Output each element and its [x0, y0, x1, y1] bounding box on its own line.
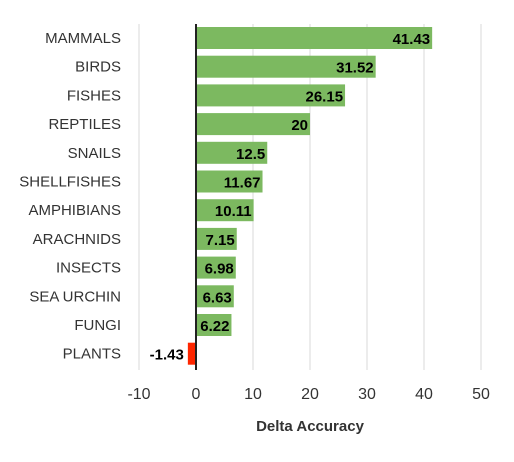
value-label: 31.52	[336, 60, 374, 77]
category-label: BIRDS	[75, 59, 121, 76]
value-label: 10.11	[215, 203, 252, 220]
bar	[196, 170, 263, 193]
category-label: ARACHNIDS	[33, 231, 121, 248]
category-label: FUNGI	[74, 317, 121, 334]
x-tick-label: 50	[472, 386, 490, 403]
value-label: 41.43	[393, 31, 431, 48]
category-labels: MAMMALS BIRDS FISHES REPTILES SNAILS SHELLFIS…	[19, 30, 121, 363]
category-label: SHELLFISHES	[19, 174, 121, 191]
value-label: 6.22	[200, 318, 229, 335]
x-axis-title: Delta Accuracy	[256, 418, 364, 435]
x-tick-labels: -10 0 10 20 30 40 50	[127, 386, 490, 403]
x-tick-label: 20	[301, 386, 319, 403]
value-label: 6.98	[205, 261, 234, 278]
value-labels: 41.43 31.52 26.15 20 12.5 11.67 10.11 7.15 6.98 6…	[150, 31, 431, 364]
category-label: SEA URCHIN	[29, 288, 121, 305]
value-label: 6.63	[203, 289, 232, 306]
value-label: 20	[291, 117, 308, 134]
x-tick-label: 40	[415, 386, 433, 403]
category-label: PLANTS	[63, 346, 121, 363]
bar	[196, 84, 346, 107]
bar	[187, 342, 196, 365]
value-label: 7.15	[206, 232, 235, 249]
value-label: -1.43	[150, 347, 184, 364]
value-label: 26.15	[306, 88, 344, 105]
value-label: 12.5	[236, 146, 265, 163]
category-label: SNAILS	[68, 145, 121, 162]
bar	[196, 227, 237, 250]
bar	[196, 141, 268, 164]
x-tick-label: 30	[358, 386, 376, 403]
bar	[196, 285, 234, 308]
x-tick-label: -10	[127, 386, 150, 403]
gridlines	[138, 24, 482, 370]
x-tick-label: 10	[244, 386, 262, 403]
bar	[196, 113, 310, 136]
bar	[196, 314, 232, 336]
value-label: 11.67	[224, 175, 261, 192]
category-label: MAMMALS	[45, 30, 121, 47]
category-label: INSECTS	[56, 260, 121, 277]
bar	[196, 256, 236, 279]
category-label: AMPHIBIANS	[28, 202, 121, 219]
x-tick-label: 0	[192, 386, 201, 403]
bar	[196, 199, 254, 222]
category-label: FISHES	[67, 87, 121, 104]
category-label: REPTILES	[48, 116, 121, 133]
bars	[187, 24, 433, 370]
bar	[196, 55, 376, 78]
bar	[196, 27, 433, 49]
